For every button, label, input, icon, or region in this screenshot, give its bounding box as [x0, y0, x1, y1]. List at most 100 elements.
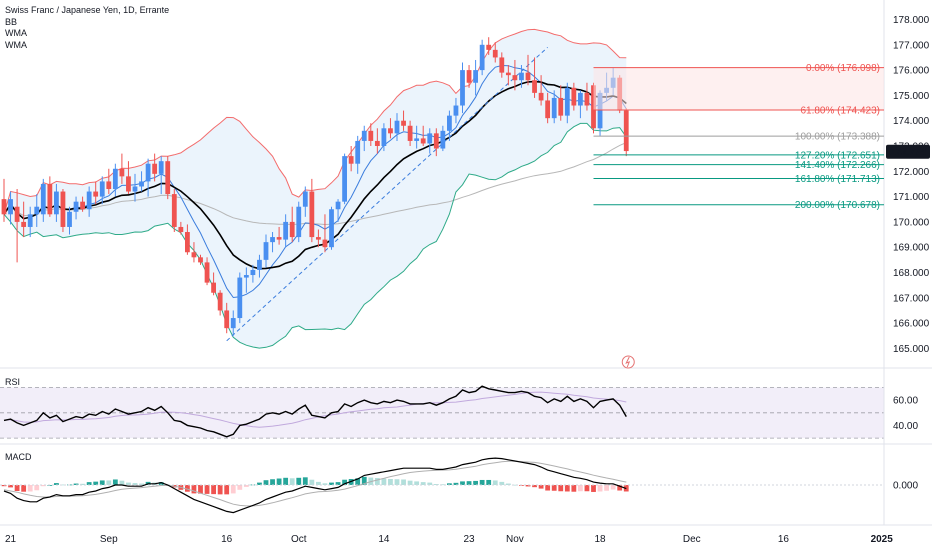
candle-body[interactable]	[302, 191, 308, 207]
macd-histogram-bar[interactable]	[21, 485, 27, 492]
candle-body[interactable]	[479, 44, 485, 71]
macd-histogram-bar[interactable]	[237, 485, 243, 490]
candle-body[interactable]	[486, 44, 492, 50]
price-pane[interactable]	[1, 28, 629, 349]
macd-histogram-bar[interactable]	[34, 485, 40, 491]
macd-histogram-bar[interactable]	[564, 485, 570, 492]
macd-histogram-bar[interactable]	[591, 485, 596, 492]
macd-histogram-bar[interactable]	[302, 477, 308, 485]
macd-histogram-bar[interactable]	[525, 485, 531, 487]
macd-histogram-bar[interactable]	[473, 480, 478, 485]
candle-body[interactable]	[60, 191, 66, 227]
macd-histogram-bar[interactable]	[394, 479, 400, 485]
candle-body[interactable]	[322, 239, 328, 248]
candle-body[interactable]	[348, 156, 354, 164]
candle-body[interactable]	[93, 191, 99, 197]
candle-body[interactable]	[224, 310, 230, 329]
candle-body[interactable]	[447, 115, 452, 131]
candle-body[interactable]	[14, 206, 20, 222]
macd-histogram-bar[interactable]	[440, 484, 446, 486]
candle-body[interactable]	[492, 49, 498, 58]
macd-histogram-bar[interactable]	[198, 485, 203, 494]
candle-body[interactable]	[538, 92, 544, 101]
candle-body[interactable]	[40, 183, 46, 215]
macd-signal-line[interactable]	[3, 460, 627, 507]
macd-histogram-bar[interactable]	[460, 481, 465, 485]
candle-body[interactable]	[119, 168, 125, 177]
candle-body[interactable]	[453, 105, 459, 116]
macd-histogram-bar[interactable]	[335, 482, 341, 485]
candle-body[interactable]	[250, 269, 256, 276]
candle-body[interactable]	[361, 130, 367, 141]
macd-histogram-bar[interactable]	[106, 480, 112, 485]
macd-histogram-bar[interactable]	[604, 485, 609, 491]
candle-body[interactable]	[394, 120, 400, 134]
macd-histogram-bar[interactable]	[14, 485, 20, 491]
bollinger-upper-line[interactable]	[3, 28, 627, 215]
candle-body[interactable]	[191, 252, 197, 258]
macd-histogram-bar[interactable]	[322, 483, 328, 485]
macd-histogram-bar[interactable]	[8, 485, 13, 488]
candle-body[interactable]	[139, 181, 144, 187]
candle-body[interactable]	[414, 138, 420, 141]
candle-body[interactable]	[584, 92, 590, 106]
macd-line[interactable]	[3, 457, 627, 514]
macd-histogram-bar[interactable]	[243, 485, 249, 487]
candle-body[interactable]	[99, 181, 105, 197]
candle-body[interactable]	[243, 275, 249, 278]
macd-pane[interactable]	[0, 457, 884, 514]
macd-histogram-bar[interactable]	[217, 485, 223, 495]
candle-body[interactable]	[388, 128, 393, 134]
macd-histogram-bar[interactable]	[263, 480, 269, 485]
macd-histogram-bar[interactable]	[211, 485, 216, 495]
macd-histogram-bar[interactable]	[60, 484, 66, 486]
candle-body[interactable]	[1, 199, 7, 215]
candle-body[interactable]	[440, 130, 446, 149]
legend-indicator-wma-2[interactable]: WMA	[5, 39, 27, 50]
macd-histogram-bar[interactable]	[270, 479, 275, 485]
lightning-icon[interactable]	[621, 355, 635, 369]
candle-body[interactable]	[420, 138, 426, 144]
macd-histogram-bar[interactable]	[40, 485, 46, 487]
candle-body[interactable]	[460, 70, 465, 106]
macd-histogram-bar[interactable]	[204, 485, 210, 494]
macd-pane-label[interactable]: MACD	[5, 452, 32, 462]
candle-body[interactable]	[558, 97, 564, 116]
fib-level-label[interactable]: 161.80% (171.713)	[795, 174, 880, 185]
macd-histogram-bar[interactable]	[309, 479, 315, 485]
candle-body[interactable]	[309, 191, 315, 238]
legend-title[interactable]: Swiss Franc / Japanese Yen, 1D, Errante	[5, 5, 170, 15]
candle-body[interactable]	[185, 232, 190, 253]
candle-body[interactable]	[237, 277, 243, 319]
candle-body[interactable]	[152, 163, 158, 174]
macd-histogram-bar[interactable]	[112, 479, 118, 485]
candle-body[interactable]	[401, 120, 406, 126]
macd-histogram-bar[interactable]	[257, 482, 262, 485]
candle-body[interactable]	[407, 125, 413, 141]
macd-histogram-bar[interactable]	[388, 479, 393, 485]
macd-histogram-bar[interactable]	[551, 485, 557, 491]
macd-histogram-bar[interactable]	[407, 480, 413, 485]
candle-body[interactable]	[355, 140, 361, 164]
candle-body[interactable]	[623, 110, 629, 152]
candle-body[interactable]	[519, 72, 524, 81]
macd-histogram-bar[interactable]	[617, 485, 623, 491]
candle-body[interactable]	[211, 282, 216, 293]
macd-histogram-bar[interactable]	[86, 482, 92, 485]
macd-histogram-bar[interactable]	[93, 481, 99, 485]
macd-histogram-bar[interactable]	[512, 484, 518, 486]
candle-body[interactable]	[132, 186, 138, 192]
candle-body[interactable]	[473, 70, 478, 83]
macd-histogram-bar[interactable]	[230, 485, 236, 494]
fib-level-label[interactable]: 100.00% (173.388)	[795, 132, 880, 143]
macd-histogram-bar[interactable]	[610, 485, 616, 490]
last-price-tag[interactable]	[886, 144, 930, 159]
macd-histogram-bar[interactable]	[479, 479, 485, 485]
trend-line[interactable]	[226, 46, 548, 342]
candle-body[interactable]	[296, 206, 302, 238]
macd-histogram-bar[interactable]	[420, 482, 426, 485]
candle-body[interactable]	[525, 72, 531, 81]
candle-body[interactable]	[283, 221, 289, 240]
candle-body[interactable]	[512, 75, 518, 81]
fibonacci-extension[interactable]: 0.00% (176.098)61.80% (174.423)100.00% (…	[593, 63, 885, 211]
